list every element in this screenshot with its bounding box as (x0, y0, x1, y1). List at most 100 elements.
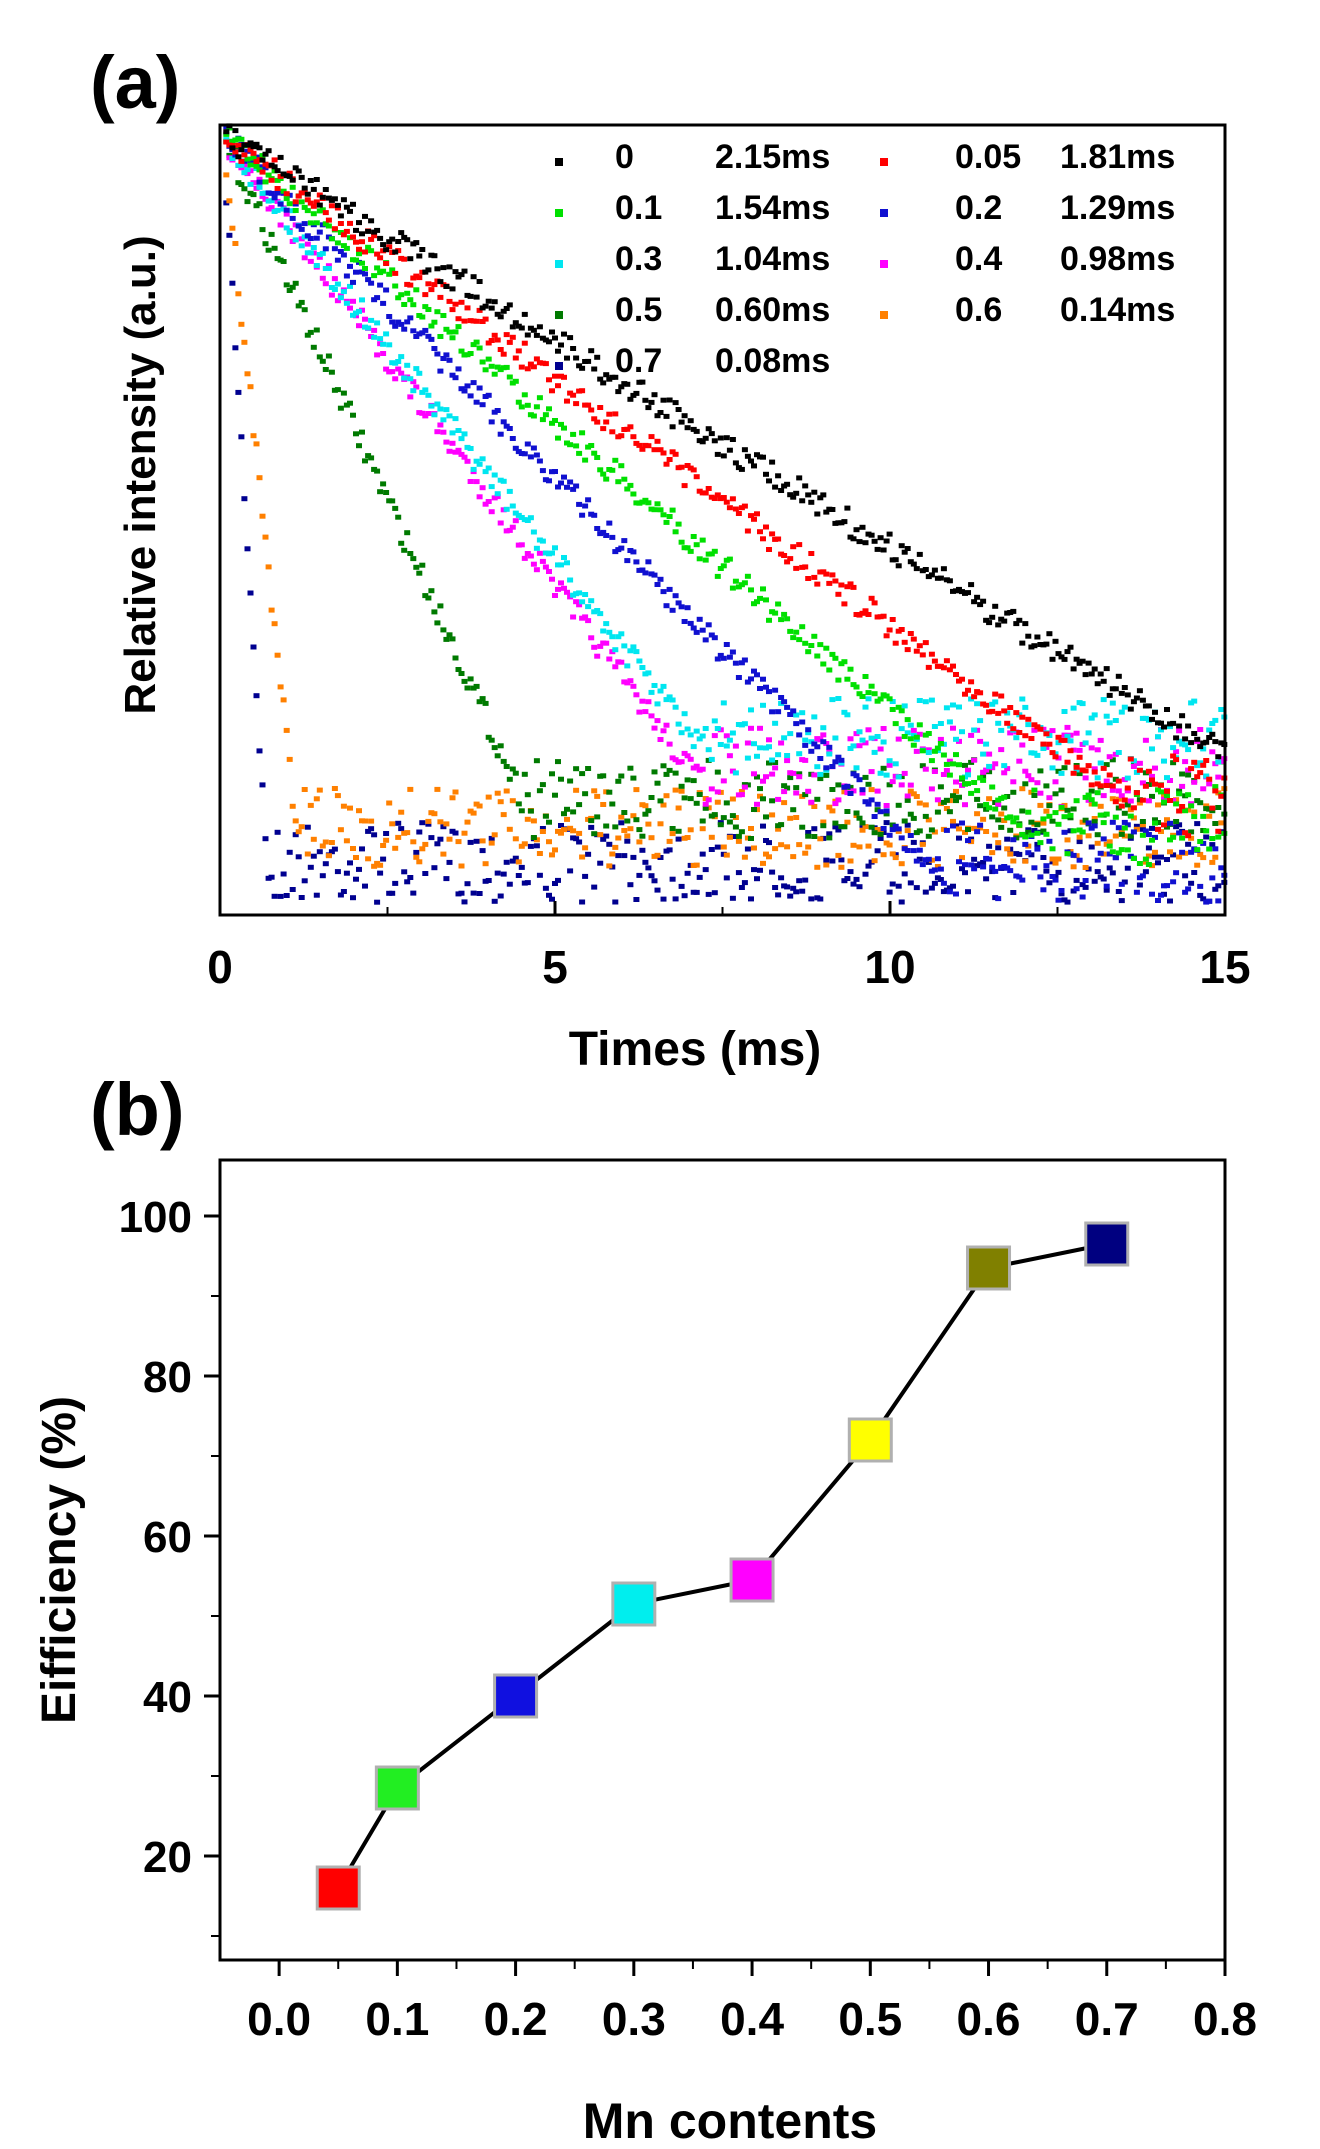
data-point (383, 366, 390, 372)
data-point (1112, 833, 1119, 839)
data-point (1124, 775, 1131, 781)
data-point (654, 501, 661, 507)
data-point (744, 755, 751, 761)
data-point (325, 853, 332, 859)
data-point (325, 266, 332, 271)
data-point (1164, 857, 1170, 862)
legend-marker-0_7 (555, 362, 563, 370)
data-point (974, 701, 981, 707)
data-point (1082, 865, 1089, 870)
data-point (1179, 835, 1186, 841)
data-point (356, 323, 362, 329)
data-point (482, 878, 489, 884)
data-point (1203, 758, 1210, 763)
data-point (582, 873, 589, 879)
data-point (699, 537, 706, 543)
data-point (555, 435, 561, 441)
data-point (980, 860, 987, 865)
data-point (787, 893, 794, 899)
data-point (790, 494, 797, 500)
data-point (386, 342, 393, 348)
data-point (1076, 834, 1083, 840)
data-point (699, 818, 706, 824)
data-point (512, 836, 519, 842)
data-point (784, 753, 791, 758)
data-point (536, 550, 543, 556)
data-point (392, 376, 399, 382)
data-point (1049, 765, 1056, 771)
data-point (301, 221, 308, 227)
data-point (455, 316, 462, 322)
data-point (1049, 874, 1056, 879)
data-point (1091, 801, 1098, 807)
data-point (829, 808, 836, 814)
data-point (977, 690, 984, 696)
data-point (353, 876, 359, 882)
data-point (808, 499, 815, 505)
data-point (365, 244, 372, 250)
data-point (533, 545, 540, 551)
data-point (612, 647, 619, 653)
data-point (971, 694, 978, 700)
data-point (1103, 811, 1110, 817)
data-point (313, 220, 320, 226)
data-point (232, 241, 239, 246)
data-point (1176, 728, 1183, 734)
data-point (796, 878, 803, 884)
data-point (735, 833, 742, 839)
data-point (419, 314, 426, 320)
data-point (684, 777, 691, 783)
data-point (772, 885, 779, 890)
data-point (347, 220, 353, 226)
data-point (295, 168, 302, 174)
data-point (811, 633, 818, 639)
data-point (916, 731, 923, 737)
data-point (690, 467, 697, 473)
data-point (331, 786, 338, 791)
data-point (615, 479, 622, 485)
data-point (232, 149, 239, 155)
data-point (889, 827, 896, 833)
data-point (473, 838, 480, 844)
data-point (823, 772, 830, 778)
data-point (585, 604, 592, 610)
data-point (347, 283, 353, 289)
data-point (476, 385, 483, 391)
data-point (751, 845, 757, 851)
data-point (904, 797, 911, 803)
data-point (702, 726, 709, 731)
data-point (530, 818, 537, 824)
data-point (1149, 746, 1155, 752)
data-point (1145, 862, 1152, 867)
data-point (340, 232, 347, 238)
data-point (452, 301, 459, 307)
data-point (1185, 792, 1192, 798)
data-point (398, 321, 405, 327)
x-tick-label: 0.4 (720, 1993, 784, 2045)
data-point (741, 657, 748, 663)
data-point (971, 727, 978, 733)
data-point (229, 225, 236, 231)
data-point (874, 734, 881, 739)
data-point (962, 802, 968, 808)
data-point (1188, 766, 1195, 772)
data-point (1016, 617, 1023, 623)
data-point (705, 747, 712, 753)
data-point (485, 392, 492, 398)
data-point (880, 826, 887, 831)
legend-marker-0_4 (880, 260, 888, 268)
data-point (660, 589, 667, 595)
data-point (347, 860, 353, 866)
data-point (817, 836, 824, 842)
data-point (1034, 846, 1041, 852)
data-point (437, 368, 444, 374)
data-point (473, 479, 480, 485)
data-point (488, 338, 495, 343)
data-point (766, 737, 772, 743)
data-point (868, 595, 875, 601)
data-point (699, 766, 706, 772)
data-point (1115, 850, 1122, 856)
data-point (232, 345, 239, 351)
data-point (639, 379, 646, 385)
data-point (313, 263, 320, 268)
